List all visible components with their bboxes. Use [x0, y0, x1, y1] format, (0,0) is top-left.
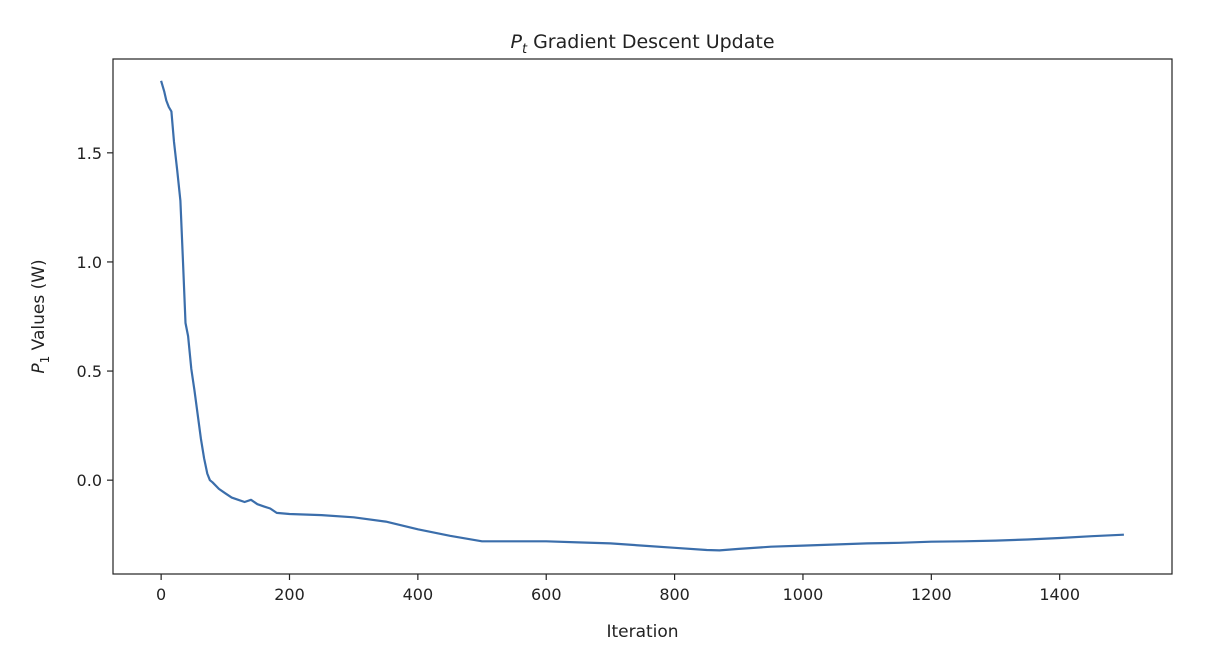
title-symbol: P: [510, 31, 522, 53]
y-tick-label: 1.0: [77, 253, 102, 272]
x-tick-label: 1400: [1039, 585, 1080, 604]
title-subscript: t: [522, 42, 528, 57]
plot-frame: [112, 58, 1173, 575]
chart-title: Pt Gradient Descent Update: [510, 31, 774, 57]
x-tick-label: 1000: [783, 585, 824, 604]
y-tick-label: 1.5: [77, 144, 102, 163]
x-tick-label: 600: [531, 585, 562, 604]
series-line-0: [160, 80, 1124, 552]
title-text: Gradient Descent Update: [527, 31, 774, 53]
x-tick-label: 800: [659, 585, 690, 604]
x-axis-label: Iteration: [606, 622, 678, 642]
x-tick-label: 1200: [911, 585, 952, 604]
y-label-text: Values (W): [29, 259, 49, 355]
x-tick-label: 400: [403, 585, 434, 604]
y-label-subscript: 1: [38, 356, 52, 364]
y-label-symbol: P: [29, 363, 49, 374]
x-axis-ticks: 0 200 400 600 800 1000 1200 1400: [156, 574, 1080, 604]
x-tick-label: 0: [156, 585, 166, 604]
y-tick-label: 0.0: [77, 471, 102, 490]
y-tick-label: 0.5: [77, 362, 102, 381]
plot-data-layer: [160, 80, 1124, 552]
x-tick-label: 200: [274, 585, 305, 604]
y-axis-label: P1 Values (W): [29, 259, 52, 373]
y-axis-ticks: 0.0 0.5 1.0 1.5: [77, 144, 113, 490]
